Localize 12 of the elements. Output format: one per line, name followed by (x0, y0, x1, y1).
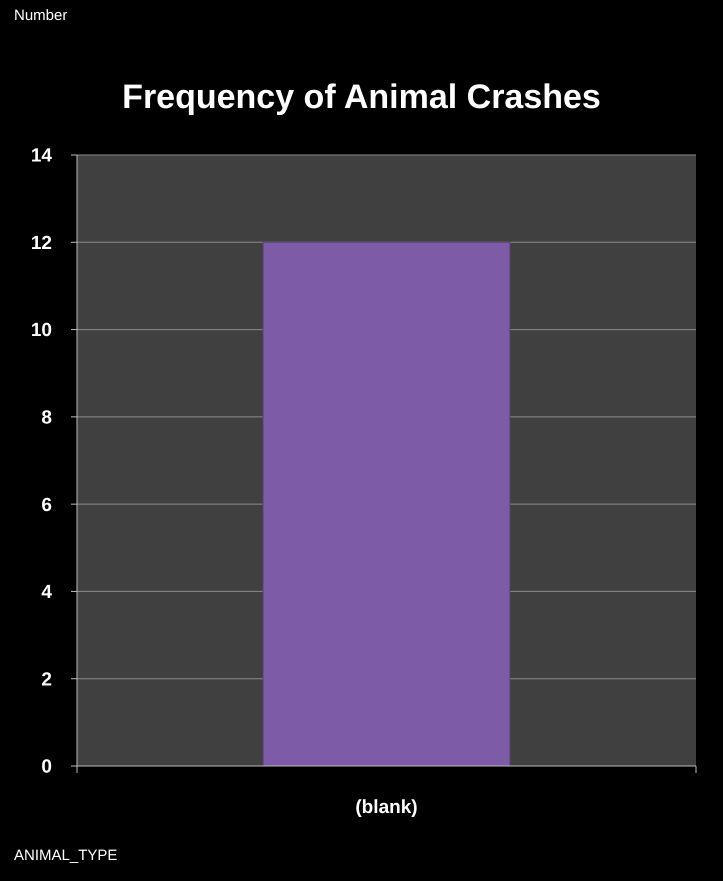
x-axis-title: ANIMAL_TYPE (14, 847, 118, 864)
text: Number (14, 7, 68, 24)
y-tick-label: 4 (41, 582, 52, 604)
y-tick-label: 10 (30, 320, 52, 342)
chart-title: Frequency of Animal Crashes (122, 78, 601, 116)
y-tick-label: 6 (41, 494, 52, 516)
y-tick-label: 8 (41, 408, 52, 429)
y-tick-label: 0 (41, 756, 52, 778)
y-tick-label: 14 (30, 146, 52, 167)
x-tick-label: (blank) (355, 797, 418, 818)
y-tick-label: 2 (41, 669, 52, 690)
y-tick-label: 12 (30, 232, 52, 254)
